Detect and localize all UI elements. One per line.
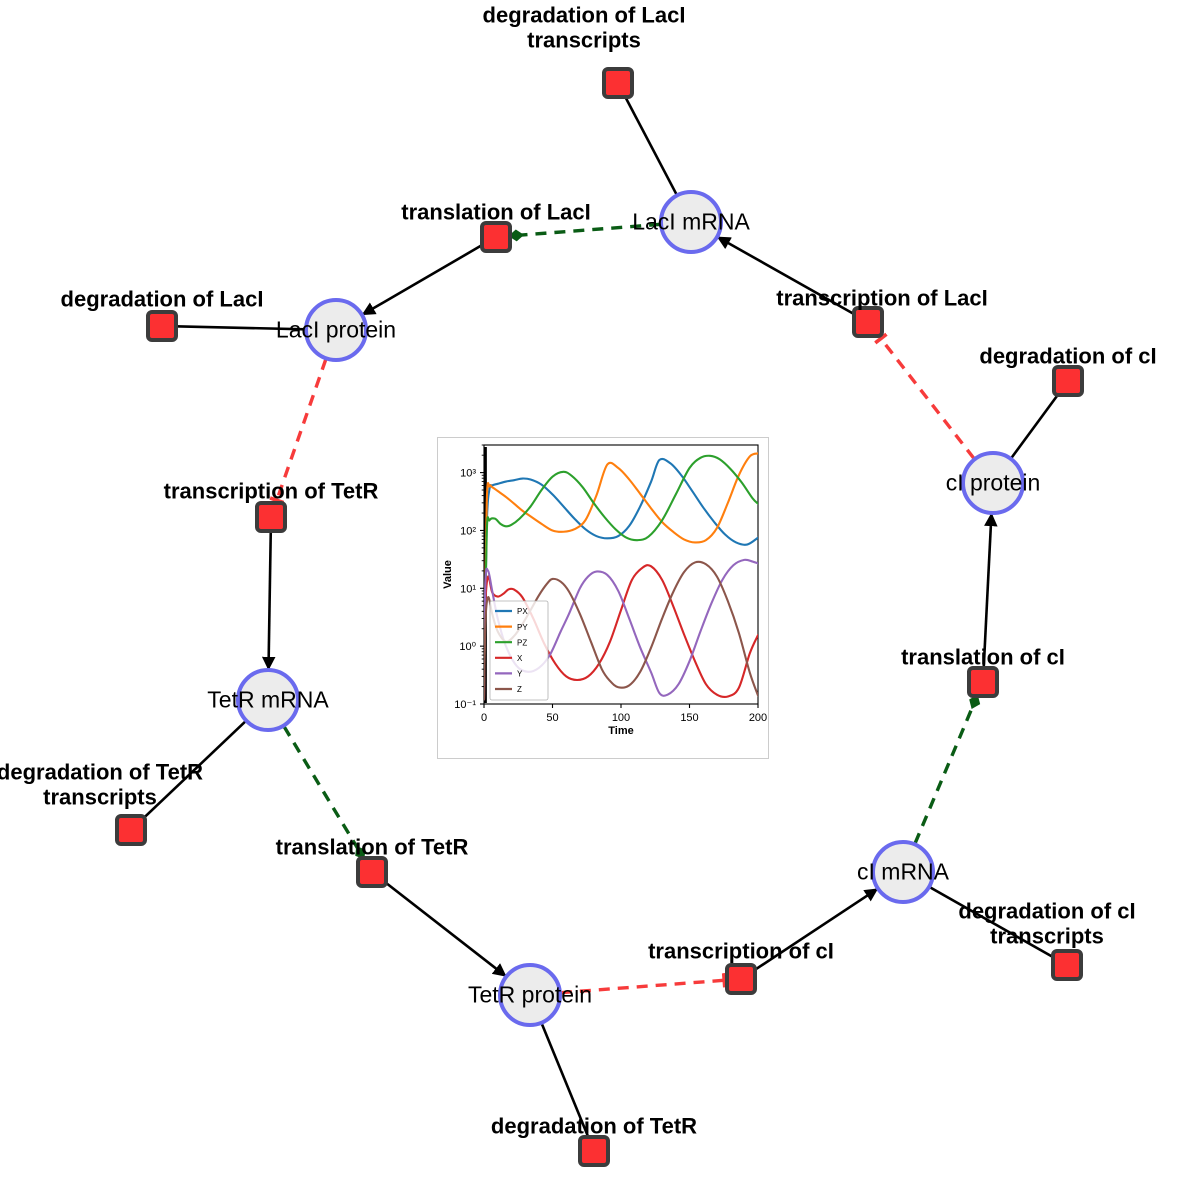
x-tick-label: 150: [680, 712, 698, 724]
nodes-layer: [115, 67, 1084, 1167]
edge-consumption: [174, 324, 306, 331]
reaction-node[interactable]: [1052, 365, 1084, 397]
reaction-node[interactable]: [356, 856, 388, 888]
reaction-node[interactable]: [578, 1135, 610, 1167]
legend-entry-x: X: [517, 654, 523, 663]
y-tick-label: 10¹: [460, 583, 476, 595]
species-node[interactable]: [961, 451, 1025, 515]
x-tick-label: 50: [546, 712, 558, 724]
species-node[interactable]: [304, 298, 368, 362]
edge-inhibition: [269, 358, 328, 505]
reaction-node[interactable]: [115, 814, 147, 846]
edge-production: [261, 529, 276, 671]
plot-series-lines: [484, 447, 758, 703]
legend-entry-px: PX: [517, 607, 528, 616]
series-line-py: [484, 452, 758, 688]
series-line-pz: [484, 454, 758, 688]
edge-catalysis: [282, 725, 366, 860]
edge-production: [384, 881, 507, 977]
edge-inhibition: [560, 973, 727, 995]
edge-production: [716, 236, 856, 316]
y-tick-label: 10³: [460, 468, 476, 480]
reaction-node[interactable]: [146, 310, 178, 342]
legend-entry-py: PY: [517, 623, 528, 632]
edge-consumption: [623, 95, 678, 196]
edge-consumption: [929, 886, 1055, 959]
x-tick-label: 200: [749, 712, 767, 724]
species-node[interactable]: [498, 963, 562, 1027]
y-tick-label: 10⁻¹: [454, 699, 476, 711]
y-tick-label: 10⁰: [459, 641, 476, 653]
reaction-node[interactable]: [967, 666, 999, 698]
edge-production: [982, 512, 998, 670]
edge-production: [753, 888, 879, 972]
x-axis-title: Time: [608, 725, 633, 737]
simulation-plot-svg: 0 50 100 150 200 10⁻¹ 10⁰ 10¹ 10² 10³ PX PY PZ XYZ T…: [438, 438, 768, 758]
y-tick-label: 10²: [460, 525, 476, 537]
edge-inhibition: [874, 332, 976, 460]
legend-entry-z: Z: [517, 685, 522, 694]
legend-entry-y: Y: [517, 670, 523, 679]
reaction-node[interactable]: [602, 67, 634, 99]
y-axis-title: Value: [442, 560, 454, 589]
species-node[interactable]: [871, 840, 935, 904]
plot-axis-titles: Time Value: [442, 560, 634, 737]
edge-consumption: [1010, 393, 1060, 459]
reaction-node[interactable]: [1051, 949, 1083, 981]
x-tick-label: 100: [612, 712, 630, 724]
reaction-node[interactable]: [255, 501, 287, 533]
plot-axis-ticks: 0 50 100 150 200 10⁻¹ 10⁰ 10¹ 10² 10³: [454, 444, 767, 724]
species-node[interactable]: [236, 668, 300, 732]
edge-consumption: [540, 1023, 590, 1139]
plot-legend: PX PY PZ XYZ: [489, 600, 549, 701]
series-line-px: [484, 457, 758, 688]
reaction-node[interactable]: [480, 221, 512, 253]
x-tick-label: 0: [481, 712, 487, 724]
reaction-node[interactable]: [725, 963, 757, 995]
species-node[interactable]: [659, 190, 723, 254]
edges-layer: [143, 95, 1060, 1139]
edge-production: [361, 243, 484, 316]
reaction-node[interactable]: [852, 306, 884, 338]
simulation-plot-inset: 0 50 100 150 200 10⁻¹ 10⁰ 10¹ 10² 10³ PX PY PZ X Y Z T…: [437, 437, 769, 759]
edge-catalysis: [913, 694, 981, 845]
legend-entry-pz: PZ: [517, 638, 527, 647]
edge-consumption: [143, 720, 247, 819]
edge-catalysis: [508, 222, 661, 242]
